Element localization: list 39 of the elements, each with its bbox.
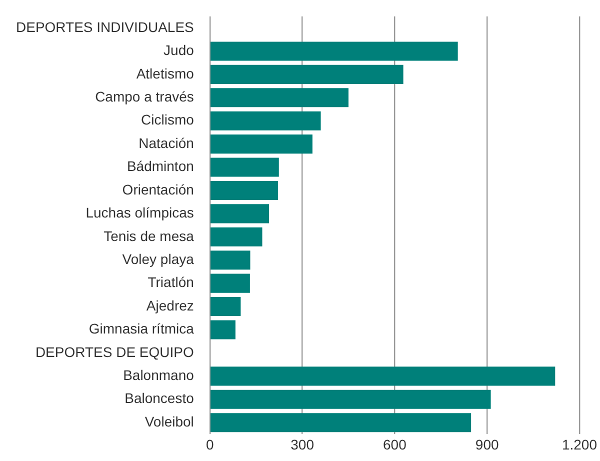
y-tick-label: Campo a través xyxy=(95,88,194,104)
bar xyxy=(210,180,278,200)
y-tick-label: DEPORTES INDIVIDUALES xyxy=(16,18,194,35)
bar xyxy=(210,390,491,409)
bar xyxy=(210,204,270,224)
y-tick-label: DEPORTES DE EQUIPO xyxy=(35,344,194,360)
y-tick-label: Triatlón xyxy=(148,274,194,290)
y-tick-label: Atletismo xyxy=(136,65,194,82)
y-tick-label: Balonmano xyxy=(123,367,194,384)
y-tick-label: Bádminton xyxy=(126,158,194,174)
bar xyxy=(210,297,241,316)
x-tick-label: 900 xyxy=(475,436,499,452)
y-tick-label: Voley playa xyxy=(122,250,194,267)
bar xyxy=(210,134,312,154)
bar xyxy=(210,366,556,386)
y-tick-label: Luchas olímpicas xyxy=(86,204,194,221)
y-tick-label: Tenis de mesa xyxy=(104,228,194,244)
y-tick-label: Natación xyxy=(138,134,194,151)
x-tick-label: 600 xyxy=(383,436,407,452)
y-tick-label: Ajedrez xyxy=(146,297,194,314)
y-tick-label: Gimnasia rítmica xyxy=(88,320,194,337)
y-tick-label: Voleibol xyxy=(144,413,194,430)
y-tick-label: Ciclismo xyxy=(141,112,194,128)
x-tick-label: 300 xyxy=(290,436,314,452)
bar xyxy=(210,158,279,177)
bar xyxy=(210,88,348,108)
bar xyxy=(210,227,262,246)
bar xyxy=(210,320,236,340)
y-tick-label: Baloncesto xyxy=(124,390,194,406)
bar xyxy=(210,274,250,293)
y-tick-label: Judo xyxy=(164,42,194,58)
bar xyxy=(210,64,404,84)
bar xyxy=(210,111,321,130)
bar xyxy=(210,250,250,270)
bar xyxy=(210,42,458,61)
bar xyxy=(210,413,472,432)
x-tick-label: 0 xyxy=(206,436,214,452)
x-tick-label: 1.200 xyxy=(562,436,598,452)
y-tick-label: Orientación xyxy=(122,181,194,198)
